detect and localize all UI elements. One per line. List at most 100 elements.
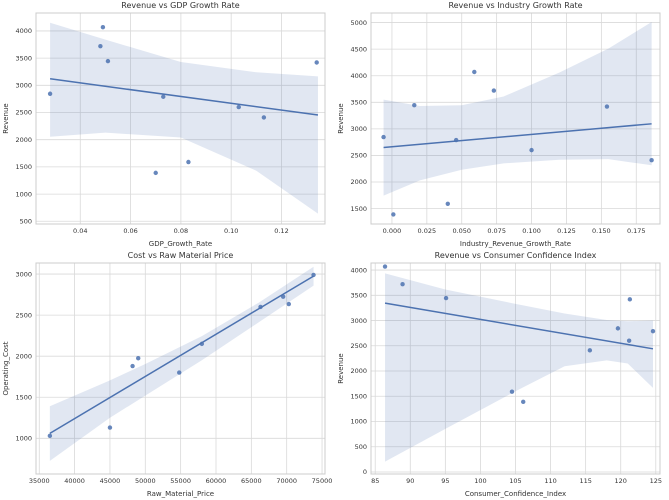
x-tick-label: 95 bbox=[441, 477, 449, 485]
x-tick-label: 0.06 bbox=[123, 227, 137, 235]
y-tick-label: 500 bbox=[355, 443, 367, 451]
subplot-cost-vs-raw-material-price: 35000 40000 45000 50000 55000 60000 65000 70000… bbox=[0, 250, 335, 500]
confidence-band bbox=[383, 22, 652, 196]
x-tick-label: 35000 bbox=[29, 477, 50, 485]
y-tick-label: 2500 bbox=[15, 311, 32, 319]
y-tick-label: 2500 bbox=[350, 342, 367, 350]
y-tick-label: 2500 bbox=[15, 109, 32, 117]
data-point bbox=[587, 348, 593, 353]
data-point bbox=[47, 91, 53, 96]
data-point bbox=[649, 158, 654, 163]
y-tick-label: 2000 bbox=[350, 178, 367, 186]
x-tick-label: 55000 bbox=[170, 477, 191, 485]
y-tick-label: 4000 bbox=[350, 72, 367, 80]
data-point bbox=[650, 328, 656, 334]
y-tick-label: 2000 bbox=[15, 352, 32, 360]
y-axis-label: Revenue bbox=[337, 353, 345, 384]
data-point bbox=[280, 294, 286, 299]
data-point bbox=[443, 295, 449, 301]
y-tick-label: 2500 bbox=[350, 152, 367, 160]
chart-title: Revenue vs Industry Growth Rate bbox=[448, 1, 582, 10]
y-tick-label: 3500 bbox=[350, 292, 367, 300]
x-tick-label: 0.08 bbox=[174, 227, 188, 235]
x-tick-label: 85 bbox=[371, 477, 379, 485]
data-point bbox=[161, 94, 166, 99]
data-point bbox=[412, 103, 417, 108]
x-tick-label: 120 bbox=[615, 477, 627, 485]
x-tick-label: 115 bbox=[579, 477, 591, 485]
y-axis-label: Revenue bbox=[2, 103, 10, 134]
data-point bbox=[105, 58, 111, 64]
x-tick-label: 0.025 bbox=[418, 227, 437, 235]
x-tick-label: 0.075 bbox=[487, 227, 506, 235]
y-tick-label: 3000 bbox=[15, 82, 32, 90]
x-tick-label: 110 bbox=[544, 477, 556, 485]
data-point bbox=[186, 159, 191, 165]
chart-svg: 0.000 0.025 0.050 0.075 0.100 0.125 0.150 0.175… bbox=[337, 1, 661, 248]
x-axis-label: GDP_Growth_Rate bbox=[149, 240, 212, 248]
chart-title: Revenue vs GDP Growth Rate bbox=[121, 1, 239, 10]
plot-area bbox=[371, 13, 660, 224]
data-point bbox=[521, 399, 526, 405]
chart-title: Revenue vs Consumer Confidence Index bbox=[435, 251, 597, 260]
chart-svg: 85 90 95 100 105 110 115 120 125 0 500 1000 1500 2000… bbox=[337, 251, 662, 498]
x-tick-label: 0.125 bbox=[557, 227, 576, 235]
x-tick-label: 0.04 bbox=[73, 227, 87, 235]
regression-line bbox=[49, 78, 319, 116]
data-point bbox=[381, 134, 386, 140]
y-tick-label: 0 bbox=[363, 468, 367, 476]
y-tick-label: 1000 bbox=[350, 418, 367, 426]
x-axis-label: Consumer_Confidence_Index bbox=[465, 490, 566, 498]
y-tick-label: 500 bbox=[20, 217, 32, 225]
data-point bbox=[627, 297, 633, 302]
data-point bbox=[626, 338, 632, 343]
x-tick-label: 0.150 bbox=[592, 227, 611, 235]
y-tick-label: 1500 bbox=[350, 205, 367, 213]
data-point bbox=[258, 304, 263, 310]
x-tick-label: 0.000 bbox=[383, 227, 402, 235]
x-tick-label: 100 bbox=[474, 477, 486, 485]
data-point bbox=[382, 264, 388, 269]
data-point bbox=[236, 104, 241, 110]
data-point bbox=[199, 341, 205, 347]
axes-spines bbox=[370, 262, 661, 475]
subplot-revenue-vs-consumer-confidence-index: 85 90 95 100 105 110 115 120 125 0 500 1000 1500 2000… bbox=[335, 250, 669, 500]
data-point bbox=[472, 69, 477, 75]
x-tick-label: 75000 bbox=[312, 477, 333, 485]
data-point bbox=[136, 356, 141, 361]
x-tick-label: 70000 bbox=[276, 477, 297, 485]
data-point bbox=[311, 272, 316, 278]
data-point bbox=[107, 425, 113, 430]
subplot-revenue-vs-gdp-growth-rate: 0.04 0.06 0.08 0.10 0.12 500 1000 1500 2000 2500 3… bbox=[0, 0, 335, 250]
y-tick-label: 3500 bbox=[15, 54, 32, 62]
axes-spines bbox=[35, 12, 326, 225]
chart-svg: 0.04 0.06 0.08 0.10 0.12 500 1000 1500 2000 2500 3… bbox=[2, 1, 326, 248]
axes-spines bbox=[35, 262, 326, 475]
data-point bbox=[445, 201, 450, 206]
x-tick-label: 125 bbox=[650, 477, 662, 485]
y-tick-label: 1000 bbox=[15, 434, 32, 442]
y-tick-label: 1000 bbox=[15, 190, 32, 198]
y-tick-label: 1500 bbox=[15, 163, 32, 171]
data-point bbox=[314, 60, 319, 65]
chart-title: Cost vs Raw Material Price bbox=[128, 251, 234, 260]
data-point bbox=[400, 282, 405, 287]
y-tick-label: 1500 bbox=[15, 393, 32, 401]
y-tick-label: 3000 bbox=[15, 270, 32, 278]
x-tick-label: 0.12 bbox=[274, 227, 288, 235]
data-point bbox=[509, 389, 515, 394]
data-point bbox=[261, 115, 267, 120]
x-axis-label: Raw_Material_Price bbox=[147, 490, 214, 498]
x-tick-label: 0.050 bbox=[452, 227, 471, 235]
x-tick-label: 45000 bbox=[100, 477, 121, 485]
chart-svg: 35000 40000 45000 50000 55000 60000 65000 70000… bbox=[2, 251, 333, 498]
axes-spines bbox=[370, 12, 661, 225]
data-point bbox=[615, 326, 621, 331]
y-axis-label: Operating_Cost bbox=[2, 341, 10, 395]
x-tick-label: 0.10 bbox=[224, 227, 238, 235]
regression-line bbox=[49, 275, 314, 435]
data-point bbox=[100, 24, 106, 30]
data-point bbox=[453, 137, 459, 143]
data-point bbox=[391, 212, 396, 217]
